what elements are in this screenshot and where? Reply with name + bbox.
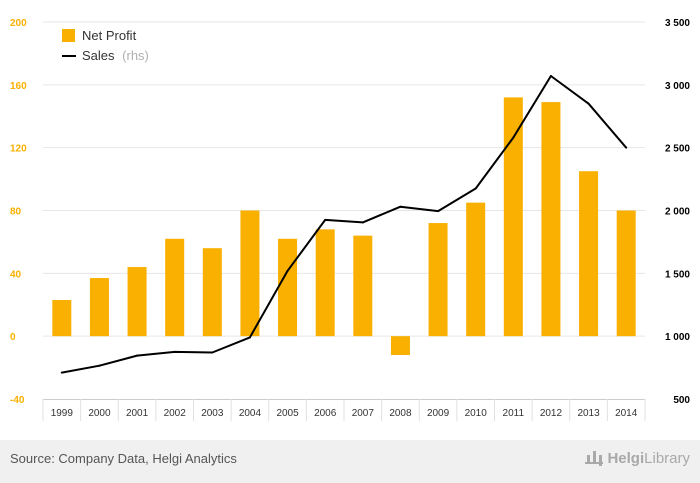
bar-net-profit-2013 xyxy=(579,171,599,337)
legend-label-sales-suffix: (rhs) xyxy=(122,48,149,63)
legend-label-net-profit: Net Profit xyxy=(82,28,137,43)
right-tick-label: 1 000 xyxy=(665,332,690,343)
x-tick-label: 2008 xyxy=(389,408,412,419)
bar-chart-logo-icon xyxy=(585,450,604,464)
sales-point-1999 xyxy=(60,371,63,374)
bar-net-profit-2007 xyxy=(353,235,373,337)
x-tick-label: 2011 xyxy=(503,408,525,419)
net-profit-bars xyxy=(52,97,636,356)
sales-point-2012 xyxy=(549,75,552,78)
sales-point-2010 xyxy=(474,187,477,190)
x-tick-label: 2012 xyxy=(540,408,563,419)
sales-point-2011 xyxy=(512,136,515,139)
x-tick-label: 2010 xyxy=(465,408,488,419)
brand-thin: Library xyxy=(644,450,690,467)
x-tick-label: 2013 xyxy=(577,408,600,419)
x-tick-label: 2002 xyxy=(164,408,187,419)
bar-net-profit-2014 xyxy=(616,210,636,337)
left-tick-label: 160 xyxy=(10,81,27,92)
x-tick-label: 2003 xyxy=(201,408,224,419)
right-tick-label: 500 xyxy=(673,395,690,406)
x-tick-label: 2001 xyxy=(126,408,149,419)
right-axis: 500 1 000 1 500 2 000 2 500 3 000 3 500 xyxy=(665,18,690,406)
combo-chart: 1999 2000 2001 2002 2003 2004 2005 2006 2007 2008… xyxy=(10,18,690,421)
bar-net-profit-1999 xyxy=(52,300,72,337)
sales-point-2000 xyxy=(98,364,101,367)
bar-net-profit-2004 xyxy=(240,210,260,337)
left-tick-label: 80 xyxy=(10,207,22,218)
sales-point-2013 xyxy=(587,102,590,105)
bar-net-profit-2008 xyxy=(390,336,410,356)
left-tick-label: 120 xyxy=(10,144,27,155)
footer: Source: Company Data, Helgi Analytics He… xyxy=(0,440,700,483)
x-tick-label: 2006 xyxy=(314,408,337,419)
sales-point-2009 xyxy=(437,210,440,213)
sales-point-2006 xyxy=(324,218,327,221)
sales-point-2004 xyxy=(248,336,251,339)
bar-net-profit-2001 xyxy=(127,267,147,337)
sales-point-2002 xyxy=(173,350,176,353)
sales-point-2003 xyxy=(211,351,214,354)
sales-point-2001 xyxy=(136,354,139,357)
legend-swatch-net-profit xyxy=(62,29,75,42)
bar-net-profit-2006 xyxy=(315,229,335,337)
brand-bold: Helgi xyxy=(607,450,645,467)
bar-net-profit-2011 xyxy=(503,97,523,337)
sales-point-2008 xyxy=(399,205,402,208)
bar-net-profit-2005 xyxy=(278,238,298,337)
x-axis: 1999 2000 2001 2002 2003 2004 2005 2006 2007 2008… xyxy=(42,399,646,421)
sales-point-2014 xyxy=(625,146,628,149)
right-tick-label: 3 000 xyxy=(665,81,690,92)
bar-net-profit-2010 xyxy=(466,202,486,337)
left-tick-label: 200 xyxy=(10,18,27,29)
bar-net-profit-2012 xyxy=(541,102,561,337)
left-axis: -40 0 40 80 120 160 200 xyxy=(10,18,27,406)
helgi-library-logo: HelgiLibrary xyxy=(585,450,690,467)
left-tick-label: 0 xyxy=(10,332,16,343)
right-tick-label: 2 500 xyxy=(665,144,690,155)
x-tick-label: 2009 xyxy=(427,408,450,419)
left-tick-label: 40 xyxy=(10,269,22,280)
right-tick-label: 2 000 xyxy=(665,207,690,218)
x-tick-label: 2000 xyxy=(88,408,111,419)
right-tick-label: 1 500 xyxy=(665,269,690,280)
legend-label-sales-name: Sales xyxy=(82,48,115,63)
sales-point-2007 xyxy=(361,221,364,224)
right-tick-label: 3 500 xyxy=(665,18,690,29)
left-tick-label: -40 xyxy=(10,395,25,406)
sales-line-series xyxy=(60,75,628,374)
legend: Net Profit Sales (rhs) xyxy=(62,28,149,63)
x-tick-label: 2014 xyxy=(615,408,638,419)
sales-point-2005 xyxy=(286,269,289,272)
x-tick-label: 2007 xyxy=(352,408,375,419)
legend-label-sales: Sales (rhs) xyxy=(82,48,149,63)
source-note: Source: Company Data, Helgi Analytics xyxy=(10,451,237,466)
bar-net-profit-2009 xyxy=(428,223,448,337)
bar-net-profit-2002 xyxy=(165,238,185,337)
bar-net-profit-2003 xyxy=(202,248,222,337)
bar-net-profit-2000 xyxy=(89,278,109,337)
sales-line xyxy=(61,75,627,374)
x-tick-label: 1999 xyxy=(51,408,74,419)
x-tick-label: 2005 xyxy=(276,408,299,419)
x-tick-label: 2004 xyxy=(239,408,262,419)
